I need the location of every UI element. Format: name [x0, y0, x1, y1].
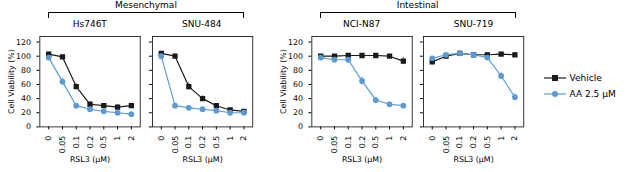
- svg-text:0: 0: [428, 136, 437, 141]
- svg-text:60: 60: [293, 80, 303, 89]
- svg-text:0.1: 0.1: [184, 136, 193, 149]
- svg-text:40: 40: [21, 94, 31, 103]
- svg-text:0.1: 0.1: [344, 136, 353, 149]
- svg-text:0.5: 0.5: [483, 136, 492, 149]
- svg-text:1: 1: [497, 136, 506, 141]
- html-text:SNU-484: SNU-484: [182, 19, 222, 29]
- svg-text:0: 0: [316, 136, 325, 141]
- svg-text:2: 2: [399, 136, 408, 141]
- html-text:SNU-719: SNU-719: [453, 19, 494, 29]
- svg-text:0.2: 0.2: [198, 136, 207, 149]
- svg-text:20: 20: [293, 108, 303, 117]
- svg-text:2: 2: [511, 136, 520, 141]
- svg-text:120: 120: [16, 38, 31, 47]
- svg-text:0: 0: [26, 122, 31, 131]
- svg-text:0.5: 0.5: [371, 136, 380, 149]
- svg-text:0.5: 0.5: [211, 136, 220, 149]
- svg-text:0.2: 0.2: [357, 136, 366, 149]
- svg-text:2: 2: [127, 136, 136, 141]
- svg-text:120: 120: [288, 38, 303, 47]
- html-text:Hs746T: Hs746T: [72, 19, 107, 29]
- svg-text:RSL3 (μM): RSL3 (μM): [342, 155, 382, 164]
- svg-text:1: 1: [225, 136, 234, 141]
- svg-text:0.2: 0.2: [469, 136, 478, 149]
- svg-text:0.05: 0.05: [442, 136, 451, 154]
- svg-text:1: 1: [113, 136, 122, 141]
- html-text:Mesenchymal: Mesenchymal: [114, 0, 177, 10]
- svg-text:0.5: 0.5: [99, 136, 108, 149]
- svg-text:100: 100: [16, 52, 31, 61]
- svg-text:0: 0: [44, 136, 53, 141]
- svg-text:0.1: 0.1: [72, 136, 81, 149]
- svg-text:80: 80: [293, 66, 303, 75]
- svg-text:Cell Viability (%): Cell Viability (%): [7, 49, 16, 114]
- svg-text:Cell Viability (%): Cell Viability (%): [279, 49, 288, 114]
- svg-text:20: 20: [21, 108, 31, 117]
- svg-text:RSL3 (μM): RSL3 (μM): [182, 155, 222, 164]
- svg-text:0.05: 0.05: [58, 136, 67, 154]
- html-text:AA 2.5 μM: AA 2.5 μM: [569, 89, 616, 99]
- svg-text:2: 2: [239, 136, 248, 141]
- svg-text:0: 0: [298, 122, 303, 131]
- svg-text:1: 1: [385, 136, 394, 141]
- svg-text:RSL3 (μM): RSL3 (μM): [70, 155, 110, 164]
- svg-text:0.05: 0.05: [330, 136, 339, 154]
- html-text:NCI-N87: NCI-N87: [343, 19, 381, 29]
- svg-text:0: 0: [156, 136, 165, 141]
- svg-text:0.05: 0.05: [170, 136, 179, 154]
- html-text:Vehicle: Vehicle: [569, 73, 602, 83]
- svg-text:60: 60: [21, 80, 31, 89]
- svg-text:RSL3 (μM): RSL3 (μM): [454, 155, 494, 164]
- svg-text:0.2: 0.2: [86, 136, 95, 149]
- svg-text:40: 40: [293, 94, 303, 103]
- svg-text:80: 80: [21, 66, 31, 75]
- svg-text:100: 100: [288, 52, 303, 61]
- svg-text:0.1: 0.1: [456, 136, 465, 149]
- html-text:Intestinal: Intestinal: [396, 0, 439, 10]
